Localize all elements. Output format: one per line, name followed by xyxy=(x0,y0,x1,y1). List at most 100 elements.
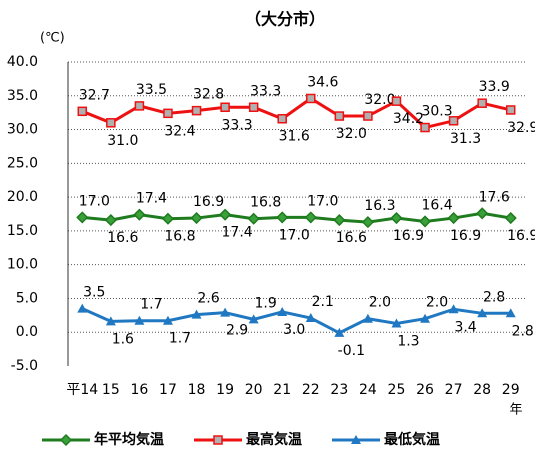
marker xyxy=(106,118,116,128)
data-label: 34.6 xyxy=(307,74,338,90)
data-label: 32.9 xyxy=(507,120,535,136)
marker xyxy=(77,106,88,117)
data-label: 30.3 xyxy=(421,104,452,120)
marker xyxy=(420,313,431,323)
x-tick-label: 24 xyxy=(359,382,377,398)
marker xyxy=(363,111,373,121)
data-label: 2.1 xyxy=(312,294,334,310)
legend-label: 年平均気温 xyxy=(94,431,164,448)
data-label: 33.3 xyxy=(222,117,253,133)
y-unit: (℃) xyxy=(40,31,65,46)
data-label: 1.3 xyxy=(397,333,419,349)
marker xyxy=(133,208,146,221)
data-label: 17.0 xyxy=(79,193,110,209)
data-label: 16.9 xyxy=(507,228,535,244)
marker xyxy=(304,211,317,224)
data-label: -0.1 xyxy=(338,343,365,359)
chart-title: （大分市） xyxy=(245,10,325,29)
y-tick-label: 15.0 xyxy=(7,223,38,239)
marker xyxy=(505,308,516,318)
marker xyxy=(59,433,73,447)
data-label: 2.8 xyxy=(512,323,534,339)
marker xyxy=(333,214,346,227)
data-label: 16.6 xyxy=(107,230,138,246)
data-label: 32.0 xyxy=(336,126,367,142)
data-label: 32.7 xyxy=(79,87,110,103)
data-label: 17.4 xyxy=(136,191,167,207)
marker xyxy=(219,208,232,221)
y-tick-label: 0.0 xyxy=(16,324,38,340)
series-line xyxy=(81,307,511,335)
x-axis-label: 年 xyxy=(509,403,522,418)
marker xyxy=(418,215,432,228)
legend-label: 最低気温 xyxy=(384,431,440,448)
marker xyxy=(351,435,361,444)
data-label: 2.0 xyxy=(426,295,448,311)
y-tick-label: 30.0 xyxy=(7,122,38,138)
data-label: 16.9 xyxy=(193,194,224,210)
data-label: 3.4 xyxy=(454,319,476,335)
y-tick-label: 5.0 xyxy=(16,290,38,306)
data-label: 3.5 xyxy=(83,285,105,301)
marker xyxy=(76,211,89,224)
data-label: 16.3 xyxy=(364,198,395,214)
data-label: 33.5 xyxy=(136,82,167,98)
marker xyxy=(134,101,145,111)
data-label: 1.9 xyxy=(255,295,277,311)
marker xyxy=(334,327,345,337)
data-label: 1.6 xyxy=(112,331,134,347)
marker xyxy=(163,108,173,119)
marker xyxy=(306,93,316,104)
marker xyxy=(220,307,231,317)
marker xyxy=(247,212,260,225)
x-tick-label: 16 xyxy=(130,382,148,398)
y-tick-label: -5.0 xyxy=(11,358,38,374)
marker xyxy=(448,116,459,126)
x-tick-label: 25 xyxy=(388,382,406,398)
marker xyxy=(191,309,202,319)
marker xyxy=(161,212,175,225)
data-label: 31.3 xyxy=(450,131,481,147)
series-line xyxy=(82,211,511,224)
marker xyxy=(248,314,259,324)
data-label: 17.6 xyxy=(479,189,510,205)
marker xyxy=(191,105,202,116)
marker xyxy=(277,306,288,316)
legend-label: 最高気温 xyxy=(246,431,302,448)
data-label: 2.8 xyxy=(483,289,505,305)
marker xyxy=(448,304,459,314)
data-label: 16.4 xyxy=(421,197,452,213)
marker xyxy=(162,315,173,325)
marker xyxy=(134,315,145,325)
marker xyxy=(361,216,374,229)
data-label: 33.9 xyxy=(479,79,510,95)
data-label: 2.9 xyxy=(226,323,248,339)
data-label: 32.8 xyxy=(193,87,224,103)
data-label: 31.0 xyxy=(107,133,138,149)
data-label: 16.9 xyxy=(393,228,424,244)
marker xyxy=(391,96,402,106)
marker xyxy=(213,435,223,445)
x-tick-label: 18 xyxy=(188,382,206,398)
x-tick-label: 平14 xyxy=(66,382,98,398)
data-label: 2.0 xyxy=(369,295,391,311)
series-line xyxy=(81,96,512,130)
data-label: 1.7 xyxy=(169,331,191,347)
x-tick-label: 21 xyxy=(273,382,291,398)
marker xyxy=(447,211,460,225)
x-tick-label: 23 xyxy=(330,382,348,398)
marker xyxy=(305,313,316,323)
marker xyxy=(504,211,517,225)
data-label: 32.4 xyxy=(164,123,195,139)
x-tick-label: 28 xyxy=(473,382,491,398)
y-tick-label: 10.0 xyxy=(7,257,38,273)
data-label: 3.0 xyxy=(283,322,305,338)
marker xyxy=(190,211,203,225)
marker xyxy=(391,318,402,328)
y-tick-label: 35.0 xyxy=(7,88,38,104)
marker xyxy=(477,308,488,318)
data-label: 32.0 xyxy=(364,92,395,108)
x-tick-label: 29 xyxy=(502,382,520,398)
x-tick-label: 17 xyxy=(159,382,177,398)
